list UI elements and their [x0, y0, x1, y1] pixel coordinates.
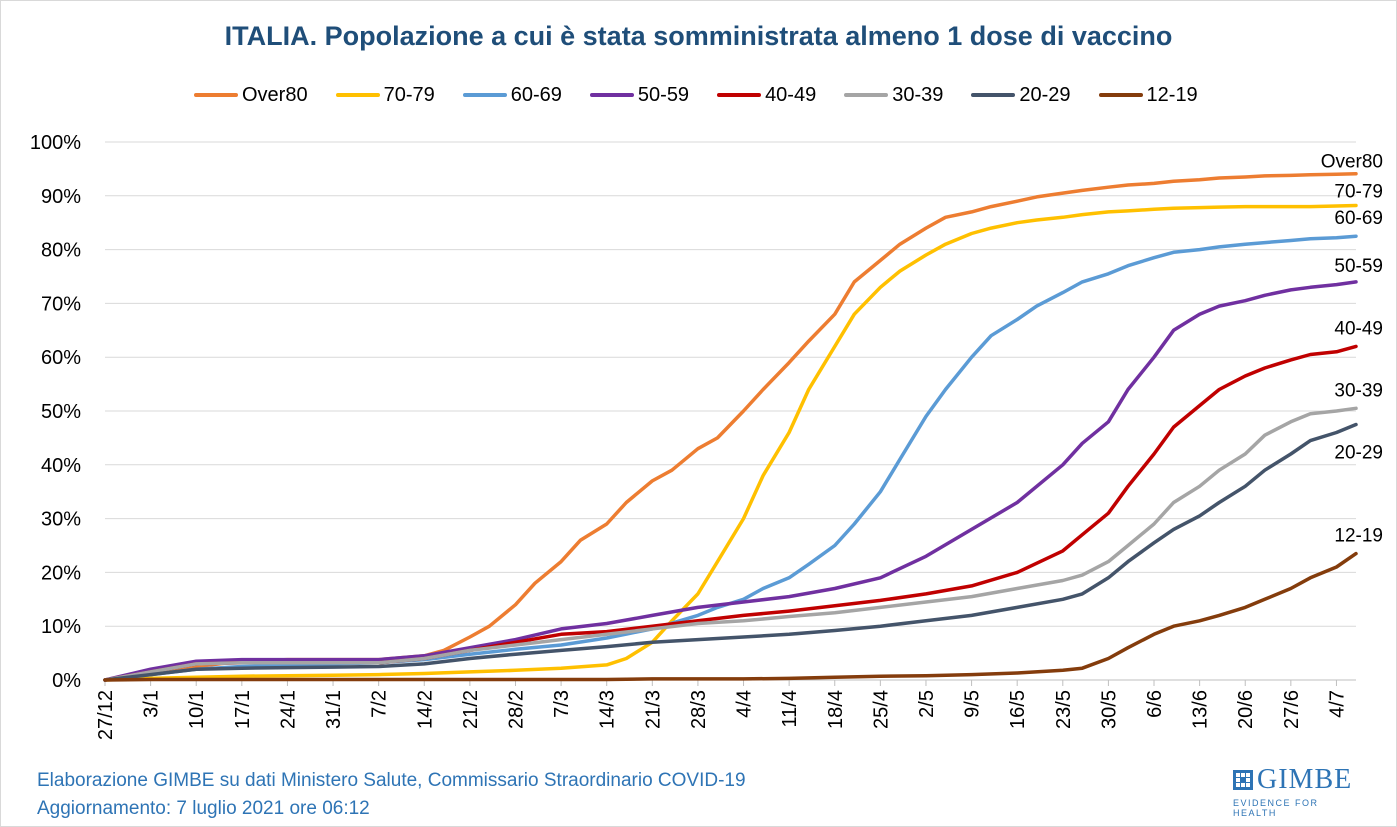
- chart-title: ITALIA. Popolazione a cui è stata sommin…: [224, 21, 1173, 51]
- y-tick-label: 80%: [41, 240, 81, 262]
- x-tick-label: 6/6: [1144, 690, 1166, 718]
- end-label-20-29: 20-29: [1334, 442, 1383, 463]
- y-tick-label: 60%: [41, 347, 81, 369]
- series-line-60-69: [103, 234, 1358, 682]
- legend-swatch: [971, 93, 1016, 97]
- x-tick-label: 14/2: [414, 690, 436, 729]
- x-tick-label: 20/6: [1235, 690, 1257, 729]
- legend-label: 60-69: [510, 83, 562, 106]
- x-tick-label: 30/5: [1098, 690, 1120, 729]
- y-tick-label: 50%: [41, 401, 81, 423]
- legend-swatch: [717, 93, 762, 97]
- x-tick-label: 14/3: [597, 690, 619, 729]
- y-tick-label: 100%: [30, 132, 81, 154]
- legend-item-12-19: 12-19: [1098, 82, 1198, 108]
- end-label-over80: Over80: [1321, 152, 1383, 173]
- series-line-70-79: [103, 203, 1358, 682]
- x-tick-label: 21/2: [460, 690, 482, 729]
- x-tick-label: 28/2: [505, 690, 527, 729]
- legend-swatch: [844, 93, 889, 97]
- x-tick-label: 27/6: [1281, 690, 1303, 729]
- end-label-50-59: 50-59: [1334, 256, 1383, 277]
- legend-swatch: [335, 93, 380, 97]
- y-tick-label: 10%: [41, 616, 81, 638]
- legend-label: 12-19: [1146, 83, 1198, 106]
- end-label-30-39: 30-39: [1334, 380, 1383, 401]
- legend-swatch: [462, 93, 507, 97]
- gimbe-logo: GIMBE EVIDENCE FOR HEALTH: [1233, 764, 1363, 818]
- x-tick-label: 10/1: [186, 690, 208, 729]
- update-note: Aggiornamento: 7 luglio 2021 ore 06:12: [37, 798, 370, 819]
- series-line-20-29: [103, 422, 1358, 682]
- series-line-12-19: [103, 551, 1358, 682]
- legend-item-40-49: 40-49: [717, 82, 816, 108]
- logo-grid-icon: [1233, 770, 1253, 790]
- x-tick-label: 11/4: [779, 690, 801, 727]
- x-tick-label: 18/4: [825, 690, 847, 729]
- x-tick-label: 16/5: [1007, 690, 1029, 729]
- end-label-12-19: 12-19: [1334, 526, 1383, 547]
- x-tick-label: 9/5: [962, 690, 984, 718]
- x-tick-label: 28/3: [688, 690, 710, 729]
- legend-item-70-79: 70-79: [335, 82, 435, 108]
- x-tick-label: 24/1: [277, 690, 299, 729]
- y-tick-label: 30%: [41, 509, 81, 531]
- logo-tagline: EVIDENCE FOR HEALTH: [1233, 798, 1319, 818]
- x-tick-label: 23/5: [1053, 690, 1075, 729]
- x-tick-label: 17/1: [232, 690, 254, 729]
- end-label-70-79: 70-79: [1334, 181, 1383, 202]
- x-tick-label: 3/1: [141, 690, 163, 718]
- x-tick-label: 7/2: [369, 690, 391, 718]
- legend-item-30-39: 30-39: [844, 82, 943, 108]
- y-tick-label: 90%: [41, 186, 81, 208]
- legend-item-over80: Over80: [194, 82, 308, 108]
- x-tick-label: 4/4: [734, 690, 756, 718]
- y-tick-label: 20%: [41, 562, 81, 584]
- x-tick-label: 25/4: [870, 690, 892, 729]
- logo-wordmark: GIMBE: [1257, 764, 1353, 795]
- x-tick-label: 4/7: [1326, 690, 1348, 718]
- source-footer: Elaborazione GIMBE su dati Ministero Sal…: [37, 767, 746, 823]
- source-note: Elaborazione GIMBE su dati Ministero Sal…: [37, 770, 746, 791]
- x-tick-label: 7/3: [551, 690, 573, 718]
- y-tick-label: 70%: [41, 293, 81, 315]
- legend-swatch: [194, 93, 238, 97]
- chart-legend: Over80 70-79 60-69 50-59 40-49 30-39 20-29 12-1…: [194, 82, 1198, 108]
- legend-label: 50-59: [637, 83, 690, 106]
- legend-label: Over80: [242, 83, 308, 106]
- x-tick-label: 27/12: [95, 690, 117, 740]
- y-tick-label: 0%: [52, 670, 81, 692]
- legend-swatch: [1098, 93, 1143, 97]
- end-label-60-69: 60-69: [1334, 208, 1383, 229]
- x-tick-label: 13/6: [1190, 690, 1212, 729]
- legend-swatch: [589, 93, 634, 97]
- end-label-40-49: 40-49: [1334, 318, 1383, 339]
- legend-item-20-29: 20-29: [971, 82, 1071, 108]
- legend-label: 20-29: [1019, 83, 1071, 106]
- x-tick-label: 2/5: [916, 690, 938, 718]
- legend-label: 70-79: [383, 83, 435, 106]
- series-line-over80: [103, 171, 1358, 682]
- series-line-50-59: [103, 280, 1358, 682]
- y-tick-label: 40%: [41, 455, 81, 477]
- legend-label: 30-39: [892, 83, 944, 106]
- legend-item-60-69: 60-69: [462, 82, 562, 108]
- x-tick-label: 31/1: [323, 690, 345, 729]
- series-line-30-39: [103, 406, 1358, 682]
- x-tick-label: 21/3: [642, 690, 664, 729]
- legend-label: 40-49: [765, 83, 817, 106]
- legend-item-50-59: 50-59: [589, 82, 690, 108]
